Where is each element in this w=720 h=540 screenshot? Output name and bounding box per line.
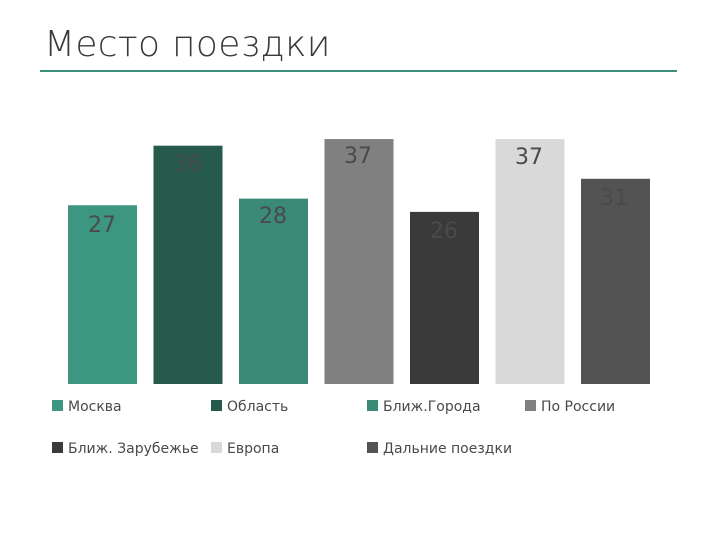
- legend-item-3: Ближ.Города: [367, 399, 481, 415]
- legend-swatch: [211, 400, 222, 411]
- legend-swatch: [367, 442, 378, 453]
- data-label-4: 37: [344, 144, 372, 169]
- legend-item-5: Ближ. Зарубежье: [52, 441, 199, 457]
- legend-item-7: Дальние поездки: [367, 441, 512, 457]
- legend-label: Область: [227, 399, 288, 415]
- legend-swatch: [525, 400, 536, 411]
- legend: Москва Область Ближ.Города По России Ближ. З…: [52, 399, 615, 457]
- bar-3: [239, 198, 308, 384]
- data-label-2: 36: [174, 152, 202, 177]
- bar-7: [581, 178, 650, 384]
- data-label-7: 31: [600, 186, 628, 211]
- legend-label: Европа: [227, 441, 279, 457]
- bar-4: [324, 139, 394, 384]
- legend-item-4: По России: [525, 399, 615, 415]
- legend-label: Дальние поездки: [383, 441, 512, 457]
- bar-2: [153, 145, 223, 384]
- bar-5: [410, 211, 479, 384]
- legend-swatch: [211, 442, 222, 453]
- bar-6: [495, 139, 565, 384]
- legend-label: По России: [541, 399, 615, 415]
- legend-item-1: Москва: [52, 399, 122, 415]
- slide-title: Место поездки: [44, 24, 331, 65]
- legend-swatch: [367, 400, 378, 411]
- legend-label: Москва: [68, 399, 122, 415]
- title-underline: [40, 70, 677, 72]
- legend-label: Ближ.Города: [383, 399, 481, 415]
- legend-label: Ближ. Зарубежье: [68, 441, 199, 457]
- data-label-6: 37: [515, 145, 543, 170]
- data-labels-group: 27 36 28 37 26 37 31: [88, 144, 628, 244]
- bars-group: [68, 139, 650, 384]
- legend-swatch: [52, 400, 63, 411]
- data-label-5: 26: [430, 219, 458, 244]
- legend-item-2: Область: [211, 399, 288, 415]
- data-label-1: 27: [88, 213, 116, 238]
- legend-item-6: Европа: [211, 441, 279, 457]
- bar-1: [68, 205, 137, 384]
- legend-swatch: [52, 442, 63, 453]
- data-label-3: 28: [259, 204, 287, 229]
